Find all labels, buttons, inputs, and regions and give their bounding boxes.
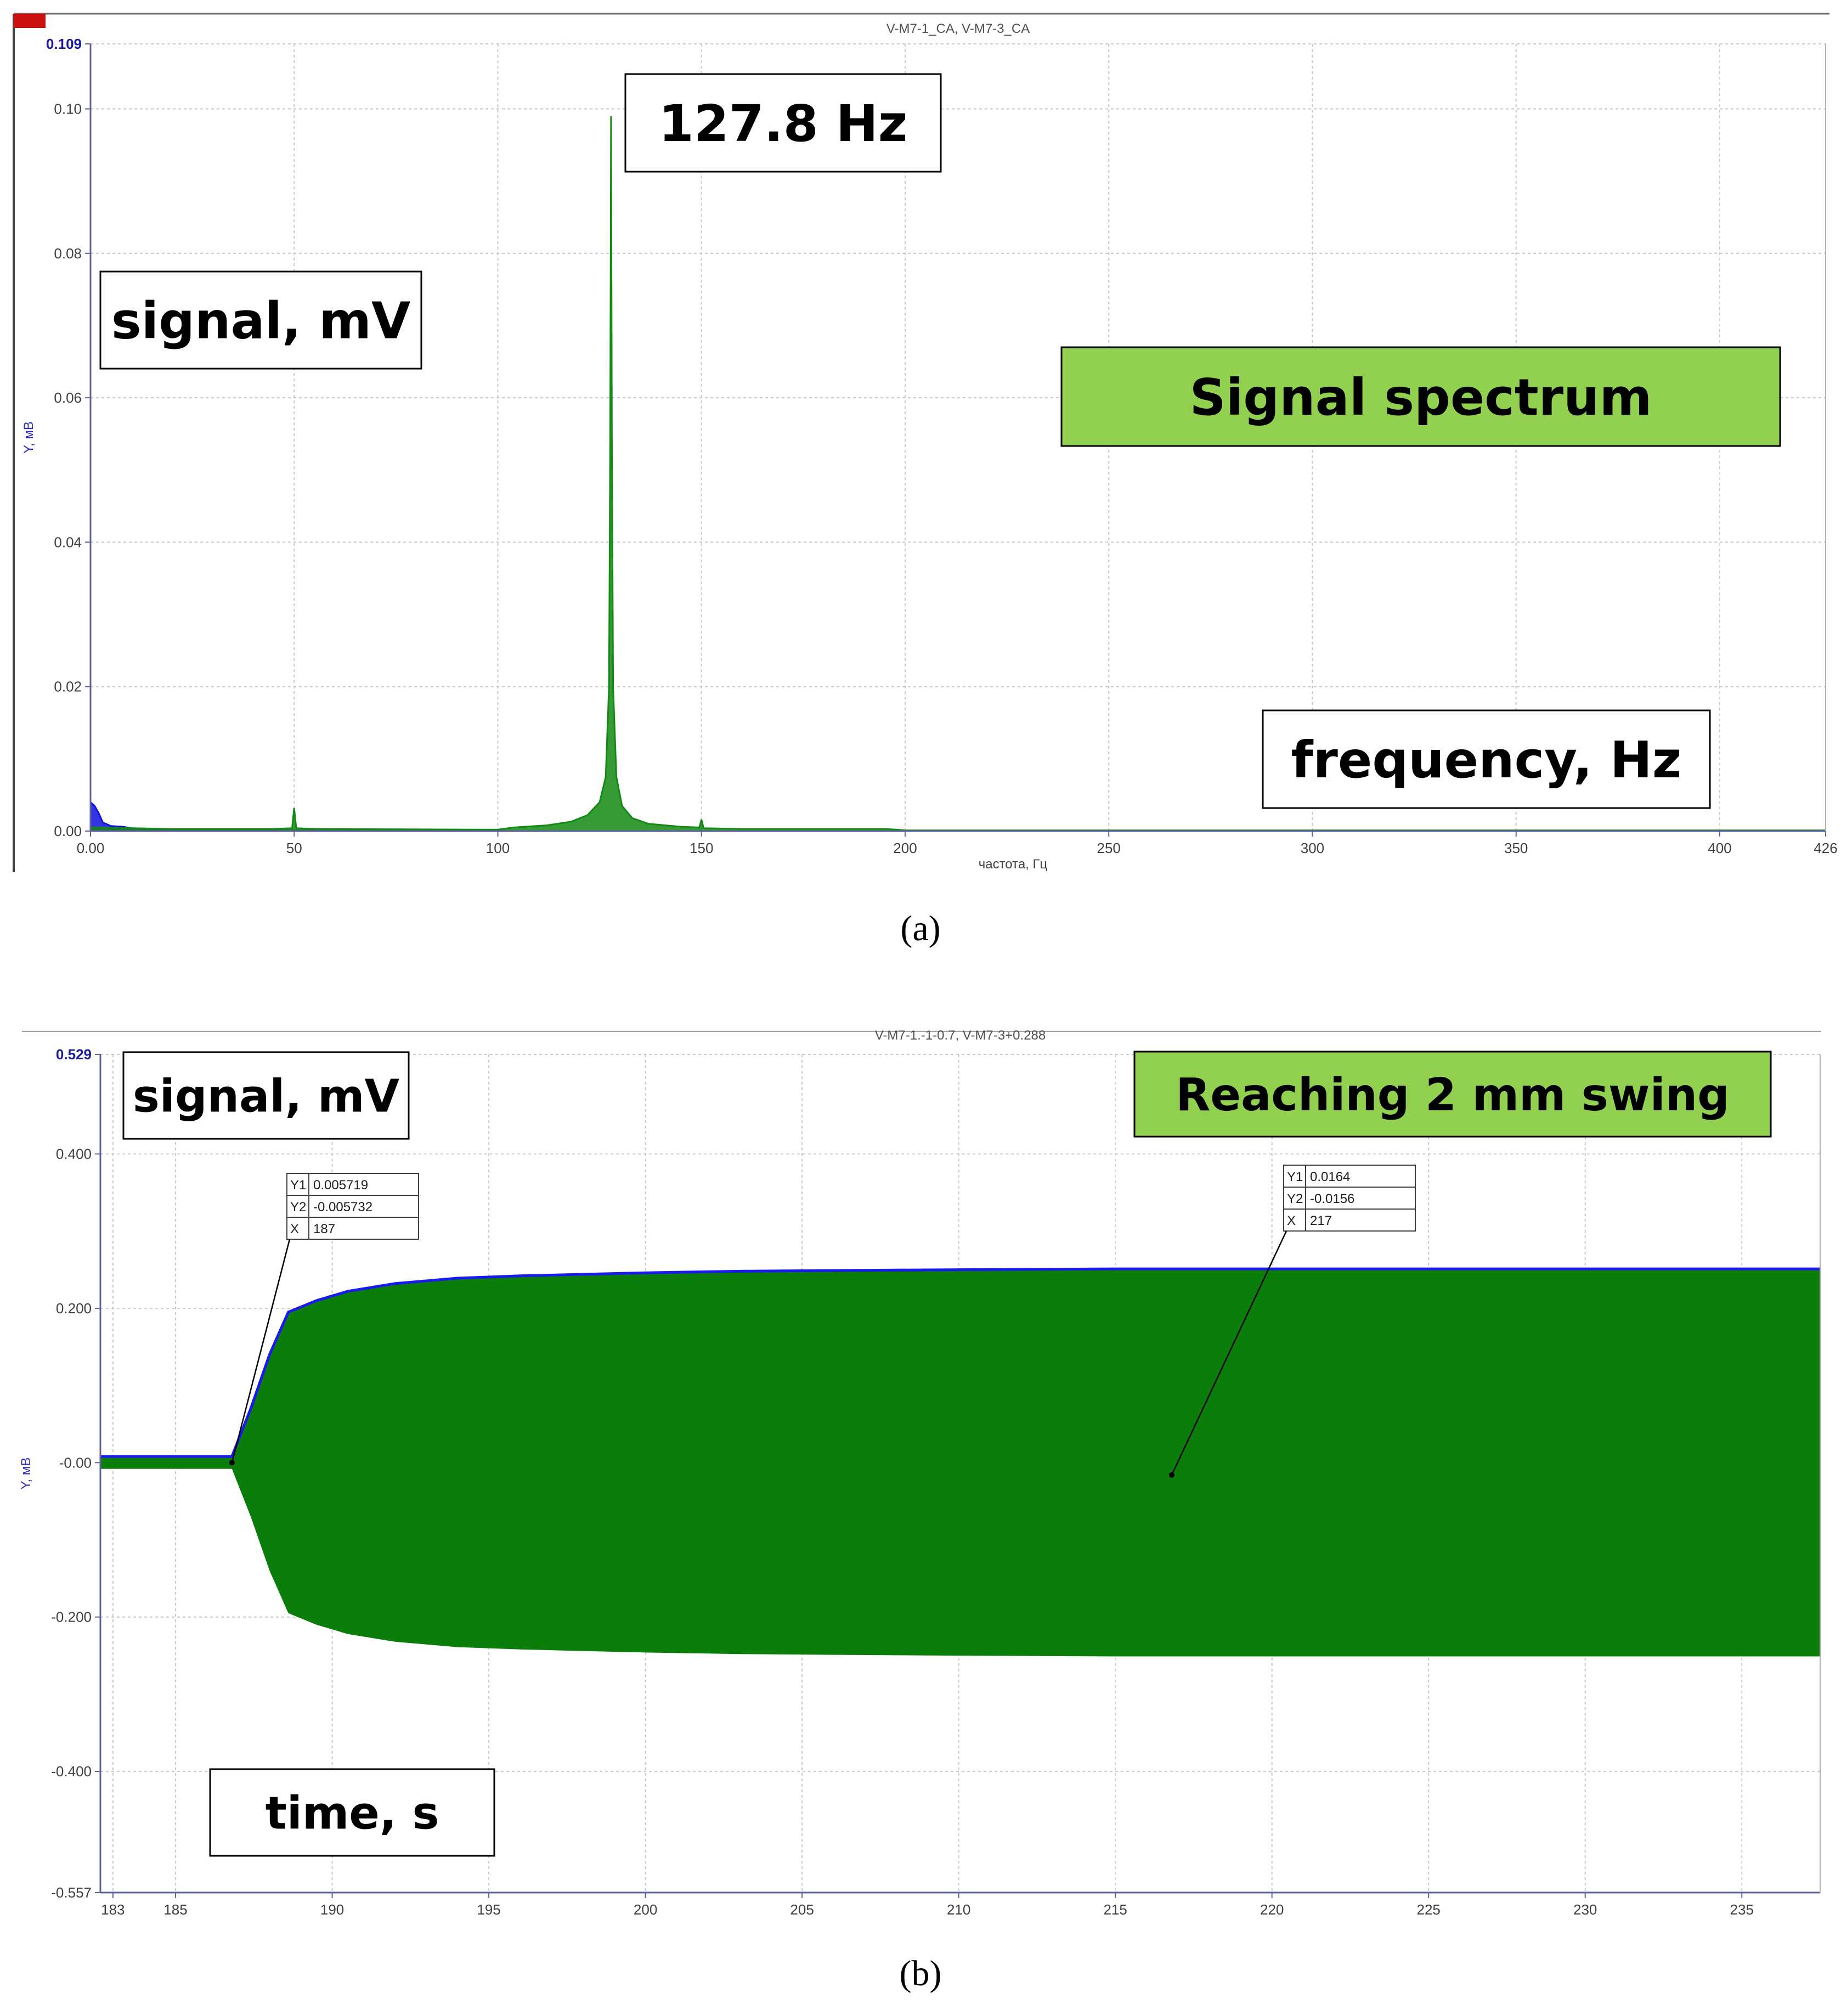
cursor-value: -0.0156 xyxy=(1310,1191,1354,1206)
y-tick-label: 0.109 xyxy=(46,36,82,52)
cursor-cell xyxy=(308,1195,419,1218)
x-tick-label: 200 xyxy=(634,1901,657,1918)
annotation-box-background xyxy=(1060,346,1781,447)
x-tick-label: 150 xyxy=(690,840,713,856)
y-tick-label: -0.00 xyxy=(59,1454,92,1471)
cursor-leader-line xyxy=(1171,1230,1287,1476)
annotation-text: signal, mV xyxy=(133,1071,400,1123)
chart-title: V-M7-1.-1-0.7, V-M7-3+0.288 xyxy=(875,1028,1046,1043)
cursor-key: X xyxy=(290,1222,299,1236)
y-tick-label: 0.10 xyxy=(54,100,82,117)
cursor-value: 0.005719 xyxy=(313,1178,368,1193)
cursor-cell xyxy=(286,1217,309,1240)
time-signal-chart-panel: V-M7-1.-1-0.7, V-M7-3+0.288 183 185 190 195 2… xyxy=(0,1009,1841,1942)
cursor-cell xyxy=(308,1217,419,1240)
y-tick-label: -0.557 xyxy=(51,1884,92,1901)
x-tick-label: 0.00 xyxy=(77,840,105,856)
window-marker-icon xyxy=(14,14,46,28)
annotation-box-background xyxy=(624,73,942,173)
x-tick-label: 400 xyxy=(1708,840,1731,856)
x-tick-label: 300 xyxy=(1301,840,1324,856)
annotation-text: Reaching 2 mm swing xyxy=(1176,1069,1730,1121)
time-signal-chart: V-M7-1.-1-0.7, V-M7-3+0.288 183 185 190 195 2… xyxy=(19,1028,1821,1918)
cursor-value: 0.0164 xyxy=(1310,1170,1350,1184)
annotation-box: 127.8 Hz xyxy=(624,73,942,173)
annotation-box: signal, mV xyxy=(122,1051,410,1140)
annotation-box-background xyxy=(209,1768,495,1857)
y-tick-label: 0.06 xyxy=(54,389,82,406)
annotation-text: signal, mV xyxy=(111,292,410,351)
caption-a: (a) xyxy=(900,908,941,948)
signal-upper-envelope xyxy=(100,1267,1820,1458)
x-tick-label: 220 xyxy=(1260,1901,1284,1918)
y-tick-label: 0.04 xyxy=(54,534,82,550)
annotation-box-background xyxy=(99,270,422,370)
x-tick-label: 230 xyxy=(1573,1901,1597,1918)
cursor-key: Y2 xyxy=(290,1200,306,1215)
y-tick-label: 0.00 xyxy=(54,823,82,839)
annotation-text: frequency, Hz xyxy=(1291,731,1682,789)
y-tick-label: -0.200 xyxy=(51,1609,92,1625)
x-tick-label: 190 xyxy=(320,1901,344,1918)
y-tick-label: -0.400 xyxy=(51,1763,92,1780)
annotation-box: frequency, Hz xyxy=(1262,709,1711,809)
y-tick-label: 0.08 xyxy=(54,245,82,262)
cursor-readout: Y1 0.0164 Y2 -0.0156 X 217 xyxy=(1168,1165,1416,1478)
y-tick-label: 0.200 xyxy=(56,1300,92,1317)
x-tick-label: 183 xyxy=(101,1901,125,1918)
cursor-cell xyxy=(1305,1209,1416,1232)
x-tick-label: 250 xyxy=(1097,840,1121,856)
chart-title: V-M7-1_CA, V-M7-3_CA xyxy=(886,21,1030,36)
cursor-cell xyxy=(308,1173,419,1196)
x-tick-label: 215 xyxy=(1103,1901,1127,1918)
x-tick-label: 350 xyxy=(1504,840,1528,856)
x-tick-label: 225 xyxy=(1417,1901,1441,1918)
cursor-value: 217 xyxy=(1310,1213,1332,1228)
annotation-box-background xyxy=(1262,709,1711,809)
y-axis-label: Y, мВ xyxy=(21,421,36,454)
cursor-value: 187 xyxy=(313,1222,335,1236)
cursor-key: X xyxy=(1287,1213,1296,1228)
annotation-text: 127.8 Hz xyxy=(659,94,908,153)
y-tick-label: 0.02 xyxy=(54,679,82,695)
annotation-text: Signal spectrum xyxy=(1189,368,1652,427)
x-tick-label: 205 xyxy=(790,1901,814,1918)
y-tick-label: 0.529 xyxy=(56,1046,92,1063)
x-tick-label: 100 xyxy=(486,840,510,856)
x-tick-label: 185 xyxy=(163,1901,187,1918)
cursor-value: -0.005732 xyxy=(313,1200,372,1215)
annotation-text: time, s xyxy=(266,1788,439,1840)
cursor-readout: Y1 0.005719 Y2 -0.005732 X 187 xyxy=(229,1173,419,1466)
cursor-key: Y2 xyxy=(1287,1191,1303,1206)
cursor-cell xyxy=(1283,1209,1306,1232)
series-line-2 xyxy=(90,116,1826,832)
cursor-key: Y1 xyxy=(290,1178,306,1193)
y-axis-label: Y, мВ xyxy=(19,1458,33,1490)
cursor-cell xyxy=(1283,1165,1306,1188)
annotation-box-background xyxy=(1133,1051,1772,1138)
spectrum-chart: V-M7-1_CA, V-M7-3_CA 0.00 50 100 150 200 250 30… xyxy=(13,13,1838,872)
chart-title-box: Reaching 2 mm swing xyxy=(1133,1051,1772,1138)
annotation-box: time, s xyxy=(209,1768,495,1857)
signal-envelope-area xyxy=(100,1269,1820,1657)
annotation-box: signal, mV xyxy=(99,270,422,370)
cursor-key: Y1 xyxy=(1287,1170,1303,1184)
x-tick-label: 50 xyxy=(286,840,302,856)
x-tick-label: 195 xyxy=(477,1901,500,1918)
cursor-leader-line xyxy=(231,1239,291,1463)
x-tick-label: 426 xyxy=(1814,840,1837,856)
x-tick-label: 235 xyxy=(1730,1901,1754,1918)
caption-b: (b) xyxy=(899,1953,942,1994)
x-tick-label: 200 xyxy=(893,840,917,856)
cursor-point xyxy=(229,1460,235,1466)
spectrum-chart-panel: V-M7-1_CA, V-M7-3_CA 0.00 50 100 150 200 250 30… xyxy=(0,0,1841,905)
x-axis-label: частота, Гц xyxy=(979,857,1048,872)
annotation-box-background xyxy=(122,1051,410,1140)
cursor-point xyxy=(1168,1472,1174,1478)
chart-title-box: Signal spectrum xyxy=(1060,346,1781,447)
y-tick-label: 0.400 xyxy=(56,1146,92,1162)
x-tick-label: 210 xyxy=(947,1901,970,1918)
